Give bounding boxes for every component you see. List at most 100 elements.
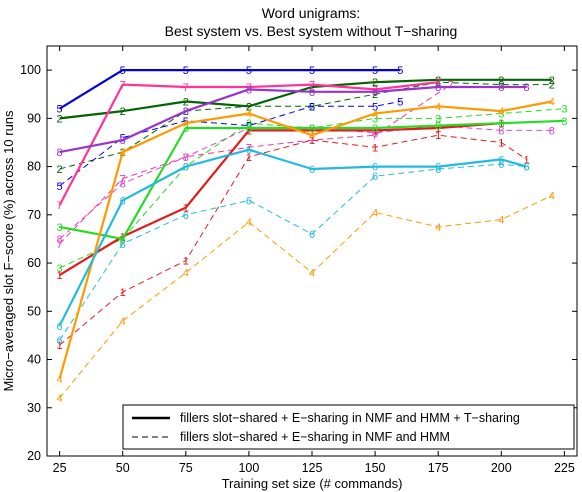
point-marker-label: 6 (57, 321, 63, 333)
point-marker-label: 1 (57, 270, 63, 282)
point-marker-label: 7 (120, 80, 126, 92)
point-marker-label: 3 (183, 123, 189, 135)
point-marker-label: 4 (120, 316, 126, 328)
point-marker-label: 5 (397, 65, 403, 77)
point-marker-label: 4 (372, 109, 378, 121)
point-marker-label: 4 (246, 217, 252, 229)
point-marker-label: 2 (498, 75, 504, 87)
point-marker-label: 3 (120, 234, 126, 246)
point-marker-label: 5 (372, 65, 378, 77)
series-line (59, 122, 502, 277)
point-marker-label: 6 (183, 210, 189, 222)
point-marker-label: 8 (246, 84, 252, 96)
series-line (59, 101, 401, 187)
point-marker-label: 6 (57, 335, 63, 347)
series-line (59, 119, 565, 240)
point-marker-label: 6 (372, 162, 378, 174)
point-marker-label: 5 (120, 65, 126, 77)
point-marker-label: 3 (57, 263, 63, 275)
point-marker-label: 1 (120, 287, 126, 299)
series-line (59, 81, 552, 170)
point-marker-label: 5 (246, 121, 252, 133)
chart-title-line-1: Word unigrams: (262, 5, 361, 21)
point-marker-label: 5 (397, 96, 403, 108)
point-marker-label: 8 (183, 106, 189, 118)
y-tick-label: 60 (27, 256, 41, 270)
point-marker-label: 3 (561, 104, 567, 116)
point-marker-label: 7 (246, 82, 252, 94)
series-1-dashed: 1 1 1 1 1 1 1 1 1 (57, 130, 530, 352)
y-tick-label: 100 (20, 63, 41, 77)
point-marker-label: 3 (372, 123, 378, 135)
point-marker-label: 7 (309, 135, 315, 147)
point-marker-label: 1 (309, 135, 315, 147)
point-marker-label: 3 (498, 109, 504, 121)
point-marker-label: 8 (372, 87, 378, 99)
x-tick-label: 200 (491, 461, 512, 475)
x-tick-label: 100 (238, 461, 259, 475)
point-marker-label: 2 (549, 75, 555, 87)
point-marker-label: 1 (435, 130, 441, 142)
series-5-solid: 5 5 5 5 5 5 5 (57, 65, 404, 116)
point-marker-label: 1 (246, 152, 252, 164)
y-tick-label: 70 (27, 208, 41, 222)
point-marker-label: 6 (523, 162, 529, 174)
legend-entry-solid: fillers slot−shared + E−sharing in NMF a… (180, 411, 520, 425)
x-tick-label: 25 (53, 461, 67, 475)
point-marker-label: 6 (120, 195, 126, 207)
point-marker-label: 8 (57, 234, 63, 246)
point-marker-label: 1 (523, 154, 529, 166)
point-marker-label: 4 (372, 207, 378, 219)
point-marker-label: 3 (435, 121, 441, 133)
point-marker-label: 3 (246, 123, 252, 135)
point-marker-label: 3 (498, 118, 504, 130)
point-marker-label: 3 (57, 222, 63, 234)
y-tick-label: 50 (27, 304, 41, 318)
point-marker-label: 8 (183, 152, 189, 164)
point-marker-label: 2 (309, 82, 315, 94)
point-marker-label: 6 (183, 162, 189, 174)
point-marker-label: 6 (246, 145, 252, 157)
point-marker-label: 8 (549, 125, 555, 137)
point-marker-label: 1 (57, 340, 63, 352)
y-tick-label: 20 (27, 449, 41, 463)
series-line (58, 100, 553, 380)
point-marker-label: 5 (183, 116, 189, 128)
point-marker-label: 8 (498, 82, 504, 94)
point-marker-label: 4 (57, 374, 63, 386)
point-marker-label: 4 (549, 191, 555, 203)
legend-box (122, 404, 575, 450)
series-line (59, 84, 452, 245)
series-2-solid: 222 22 2 2 2 2 (57, 75, 555, 126)
point-marker-label: 6 (498, 154, 504, 166)
point-marker-label: 3 (435, 113, 441, 125)
series-3-solid: 333 3 3 3 3 3 3 (57, 116, 568, 246)
series-line (59, 163, 527, 341)
point-marker-label: 7 (183, 152, 189, 164)
point-marker-label: 8 (372, 128, 378, 140)
point-marker-label: 4 (435, 222, 441, 234)
legend-entry-dashed: fillers slot−shared + E−sharing in NMF a… (180, 430, 450, 444)
point-marker-label: 2 (372, 77, 378, 89)
point-marker-label: 8 (523, 82, 529, 94)
point-marker-label: 4 (183, 118, 189, 130)
y-axis-label: Micro−averaged slot F−score (%) across 1… (1, 110, 16, 392)
point-marker-label: 2 (183, 96, 189, 108)
point-marker-label: 4 (309, 268, 315, 280)
point-marker-label: 6 (498, 159, 504, 171)
point-marker-label: 4 (498, 106, 504, 118)
ticks-layer: 25 50 75 100 125 150 175 200 2252030405060708090… (20, 46, 577, 475)
point-marker-label: 5 (120, 133, 126, 145)
point-marker-label: 2 (372, 89, 378, 101)
point-marker-label: 7 (435, 77, 441, 89)
point-marker-label: 7 (183, 82, 189, 94)
point-marker-label: 6 (435, 164, 441, 176)
point-marker-label: 2 (435, 75, 441, 87)
point-marker-label: 6 (246, 195, 252, 207)
point-marker-label: 5 (372, 101, 378, 113)
point-marker-label: 7 (448, 80, 454, 92)
series-5-dashed: 5 5 5 5 5 5 5 (57, 96, 404, 192)
point-marker-label: 7 (57, 200, 63, 212)
